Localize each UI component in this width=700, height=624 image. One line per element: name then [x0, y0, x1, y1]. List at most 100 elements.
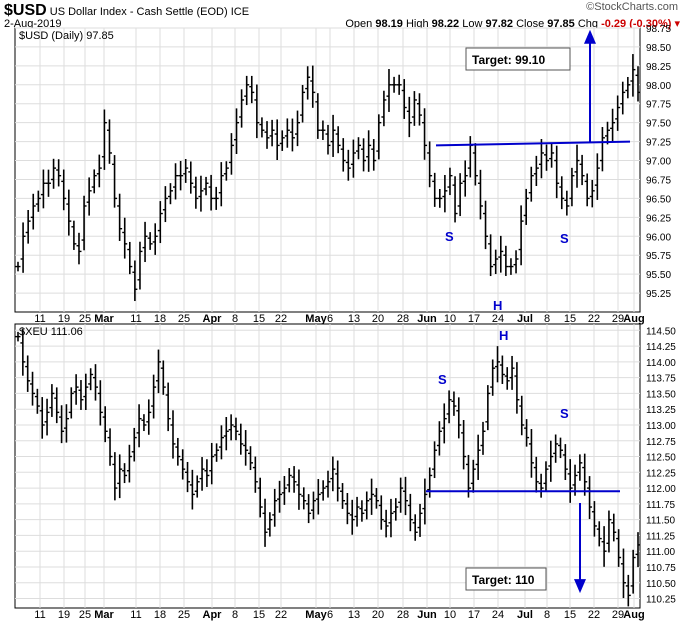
ohlc-bar	[136, 404, 142, 448]
y-tick-label: 111.25	[646, 531, 676, 542]
y-tick-label: 111.75	[646, 500, 676, 511]
ohlc-bar	[51, 158, 57, 189]
ohlc-bar	[630, 549, 636, 594]
x-tick-label: 15	[253, 313, 265, 325]
ohlc-bar	[35, 190, 41, 212]
ohlc-bar	[393, 498, 399, 521]
x-tick-label: Mar	[94, 609, 114, 621]
ohlc-bar	[56, 159, 62, 187]
x-tick-label: Jul	[517, 313, 533, 325]
ohlc-bar	[446, 390, 452, 424]
x-tick-label: 22	[275, 313, 287, 325]
ohlc-bar	[151, 374, 157, 419]
x-tick-label: 19	[58, 313, 70, 325]
ohlc-bar	[310, 491, 316, 520]
ohlc-bar	[480, 421, 486, 455]
shoulder-label-left: S	[438, 372, 447, 387]
ohlc-bar	[615, 95, 621, 131]
x-tick-label: 20	[372, 313, 384, 325]
ohlc-bar	[189, 469, 195, 510]
ohlc-bar	[137, 241, 143, 290]
y-tick-label: 98.25	[646, 62, 671, 73]
x-tick-label: 25	[79, 313, 91, 325]
x-tick-label: 6	[327, 313, 333, 325]
y-tick-label: 113.50	[646, 389, 676, 400]
ohlc-bar	[88, 368, 94, 391]
ohlc-bar	[594, 153, 600, 200]
low-label: Low	[462, 18, 483, 30]
ohlc-bar	[582, 453, 588, 496]
ohlc-bar	[558, 437, 563, 459]
ohlc-bar	[538, 473, 544, 498]
x-tick-label: 6	[327, 609, 333, 621]
ohlc-bar	[185, 461, 191, 493]
ohlc-bar	[131, 427, 137, 462]
chg-value: -0.29 (-0.30%)	[601, 18, 672, 30]
ohlc-bar	[422, 478, 428, 525]
x-tick-label: 25	[178, 609, 190, 621]
neckline	[435, 140, 631, 147]
ohlc-bar	[183, 158, 189, 183]
ohlc-bar	[519, 395, 525, 436]
target-arrowhead	[584, 29, 596, 44]
x-tick-label: 29	[612, 313, 624, 325]
chg-label: Chg	[577, 18, 599, 30]
ohlc-bar	[49, 384, 55, 417]
ohlc-bar	[606, 510, 612, 553]
chart-title: $USD US Dollar Index - Cash Settle (EOD)…	[4, 2, 249, 20]
ohlc-bar	[262, 498, 268, 547]
x-tick-label: 10	[444, 313, 456, 325]
x-tick-label: 28	[397, 313, 409, 325]
x-tick-label: 11	[130, 609, 141, 621]
ohlc-bar	[315, 93, 321, 139]
ohlc-bar	[204, 459, 210, 487]
ohlc-bar	[122, 217, 128, 259]
ohlc-bar	[54, 387, 60, 424]
ohlc-bar	[274, 119, 280, 161]
ohlc-bar	[349, 499, 355, 535]
ohlc-bar	[71, 220, 77, 250]
ohlc-bar	[296, 469, 302, 510]
y-tick-label: 110.75	[646, 563, 676, 574]
ohlc-bar	[269, 119, 275, 147]
ohlc-bar	[267, 512, 273, 537]
y-tick-label: 112.50	[646, 453, 676, 464]
x-tick-label: Mar	[94, 313, 114, 325]
ohlc-bar	[249, 75, 255, 104]
y-tick-label: 114.25	[646, 342, 676, 353]
price-panel-1: 95.25 95.50 95.75 96.00 96.25 96.50 96.75 97.00…	[14, 24, 671, 325]
ohlc-bar	[223, 417, 229, 451]
y-tick-label: 114.00	[646, 358, 676, 369]
ohlc-bar	[553, 434, 559, 463]
ohlc-bar	[584, 173, 590, 207]
x-tick-label: Aug	[623, 313, 644, 325]
ohlc-bar	[366, 130, 372, 172]
ohlc-bar	[214, 443, 220, 462]
y-tick-label: 114.50	[646, 326, 676, 337]
ohlc-bar	[350, 139, 356, 178]
ohlc-bar	[63, 404, 69, 443]
y-tick-label: 113.75	[646, 374, 676, 385]
ohlc-bar	[569, 167, 575, 207]
ohlc-bar	[107, 428, 113, 466]
ohlc-bar	[406, 96, 412, 138]
ohlc-bar	[15, 261, 21, 272]
ohlc-bar	[30, 193, 36, 230]
ohlc-bar	[244, 75, 250, 106]
ohlc-bar	[257, 477, 263, 518]
ohlc-bar	[238, 423, 244, 455]
ohlc-bar	[398, 477, 404, 513]
ohlc-bar	[625, 574, 631, 607]
y-tick-label: 98.75	[646, 24, 671, 35]
ohlc-bar	[625, 76, 631, 99]
ohlc-bar	[457, 173, 463, 217]
ohlc-bar	[112, 155, 118, 208]
ohlc-bar	[218, 425, 224, 460]
ohlc-bar	[508, 258, 514, 275]
ohlc-bar	[344, 493, 350, 525]
ohlc-bar	[533, 456, 539, 493]
ohlc-bar	[437, 188, 443, 208]
ohlc-bar	[142, 221, 148, 263]
ohlc-bar	[102, 406, 108, 443]
exchange: ICE	[230, 6, 250, 18]
